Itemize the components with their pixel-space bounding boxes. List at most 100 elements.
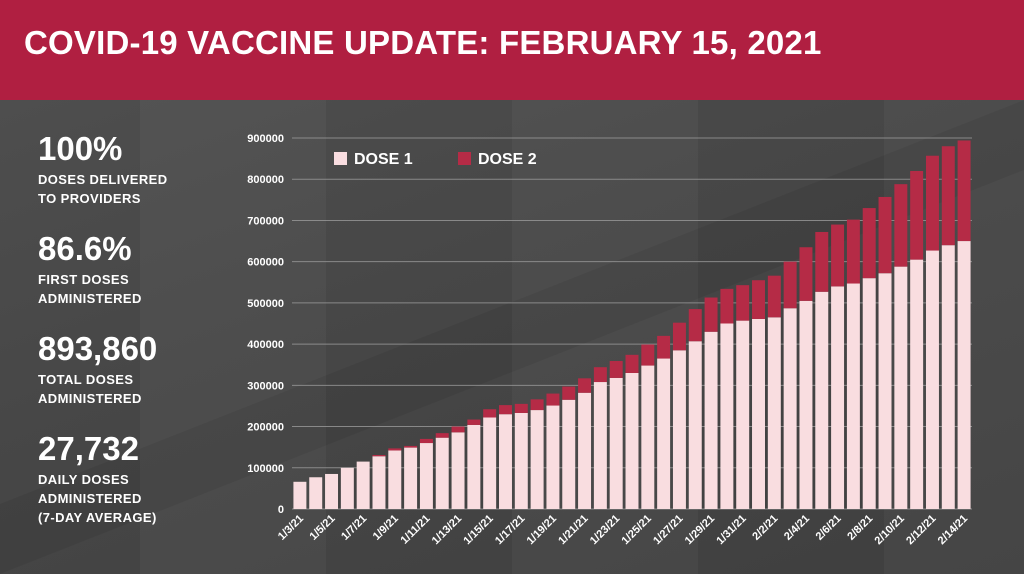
- bar-dose-2: [435, 433, 449, 438]
- legend-swatch-dose-1: [334, 152, 347, 165]
- bar-dose-1: [910, 259, 924, 509]
- x-tick-label: 2/14/21: [936, 513, 970, 547]
- x-tick-label: 1/29/21: [683, 513, 717, 547]
- bar-dose-2: [783, 261, 797, 309]
- bar-dose-1: [467, 424, 481, 509]
- bar-dose-2: [688, 309, 702, 342]
- stat-value: 27,732: [38, 430, 139, 467]
- stat-value: 100%: [38, 130, 123, 167]
- bar-dose-1: [688, 341, 702, 509]
- bar-dose-1: [846, 283, 860, 509]
- page-title: COVID-19 VACCINE UPDATE: FEBRUARY 15, 20…: [24, 24, 822, 61]
- stat-daily-doses: 27,732 DAILY DOSES ADMINISTERED (7-DAY A…: [38, 430, 157, 527]
- bar-dose-2: [625, 354, 639, 373]
- bar-dose-1: [941, 245, 955, 509]
- bar-dose-1: [325, 473, 339, 509]
- bar-dose-2: [941, 146, 955, 246]
- x-tick-label: 1/19/21: [525, 513, 559, 547]
- y-tick-label: 200000: [247, 422, 284, 434]
- bar-dose-1: [309, 477, 323, 509]
- bar-dose-2: [483, 409, 497, 418]
- x-tick-label: 1/7/21: [339, 513, 369, 543]
- bar-dose-2: [910, 170, 924, 260]
- bar-dose-2: [752, 280, 765, 319]
- bar-dose-2: [846, 219, 860, 284]
- bar-dose-2: [451, 426, 465, 433]
- bar-dose-1: [767, 317, 781, 509]
- bar-dose-2: [562, 386, 576, 400]
- stat-label: TOTAL DOSES ADMINISTERED: [38, 372, 142, 406]
- bar-dose-1: [499, 414, 512, 509]
- bar-dose-2: [578, 378, 592, 393]
- y-tick-label: 0: [278, 504, 284, 516]
- stat-value: 86.6%: [38, 230, 132, 267]
- bar-dose-2: [657, 335, 671, 359]
- legend-swatch-dose-2: [458, 152, 471, 165]
- x-tick-label: 2/4/21: [782, 513, 812, 543]
- header-banner: COVID-19 VACCINE UPDATE: FEBRUARY 15, 20…: [0, 0, 1024, 100]
- bar-dose-2: [815, 231, 829, 292]
- bar-dose-2: [593, 367, 607, 383]
- x-tick-label: 1/9/21: [371, 513, 401, 543]
- bar-dose-1: [435, 437, 449, 509]
- bar-dose-1: [957, 241, 971, 510]
- bar-dose-2: [878, 196, 892, 274]
- background-stripes: [0, 100, 1024, 574]
- bar-dose-2: [609, 361, 623, 378]
- bar-dose-2: [957, 140, 971, 242]
- bar-dose-2: [530, 399, 544, 411]
- bar-dose-2: [672, 322, 686, 351]
- bar-dose-1: [783, 308, 797, 509]
- bar-dose-1: [593, 382, 607, 509]
- x-tick-label: 2/8/21: [845, 513, 875, 543]
- x-tick-label: 1/25/21: [619, 513, 653, 547]
- y-tick-label: 900000: [247, 133, 284, 145]
- bar-dose-2: [467, 419, 481, 425]
- bar-dose-1: [609, 377, 623, 509]
- stat-label: FIRST DOSES ADMINISTERED: [38, 272, 142, 306]
- bar-dose-2: [767, 275, 781, 318]
- bar-dose-2: [641, 344, 655, 366]
- bar-dose-2: [499, 405, 512, 415]
- stat-label: DOSES DELIVERED TO PROVIDERS: [38, 172, 168, 206]
- bar-dose-2: [419, 438, 433, 444]
- bar-dose-1: [894, 266, 908, 509]
- y-tick-label: 500000: [247, 298, 284, 310]
- bar-dose-1: [736, 320, 750, 509]
- bar-dose-1: [862, 278, 876, 509]
- bar-dose-1: [451, 432, 465, 509]
- bar-dose-1: [799, 300, 813, 509]
- stat-first-doses: 86.6% FIRST DOSES ADMINISTERED: [38, 230, 142, 308]
- x-tick-label: 1/11/21: [399, 513, 433, 547]
- bar-dose-1: [815, 291, 829, 509]
- x-tick-label: 2/2/21: [750, 513, 780, 543]
- bar-dose-1: [704, 331, 718, 509]
- x-tick-label: 1/23/21: [588, 513, 622, 547]
- bar-dose-2: [514, 403, 528, 413]
- x-tick-label: 1/5/21: [308, 513, 338, 543]
- y-tick-label: 300000: [247, 380, 284, 392]
- x-tick-label: 2/6/21: [814, 513, 844, 543]
- y-tick-label: 400000: [247, 339, 284, 351]
- bar-dose-1: [925, 250, 939, 509]
- x-tick-label: 1/3/21: [276, 513, 306, 543]
- bar-dose-2: [704, 297, 718, 332]
- bar-dose-2: [862, 208, 876, 279]
- bar-dose-2: [831, 224, 845, 287]
- bar-dose-2: [720, 288, 734, 324]
- y-tick-label: 700000: [247, 215, 284, 227]
- bar-dose-1: [404, 447, 418, 509]
- bar-dose-1: [483, 417, 497, 509]
- bar-dose-1: [419, 443, 433, 509]
- x-tick-label: 1/21/21: [556, 513, 590, 547]
- legend-label-dose-2: DOSE 2: [478, 151, 537, 168]
- bar-dose-2: [388, 448, 402, 451]
- stat-label: DAILY DOSES ADMINISTERED (7-DAY AVERAGE): [38, 472, 157, 525]
- bar-dose-1: [372, 456, 386, 509]
- y-tick-label: 600000: [247, 257, 284, 269]
- bar-dose-1: [831, 286, 845, 509]
- bar-dose-1: [641, 365, 655, 509]
- stat-total-doses: 893,860 TOTAL DOSES ADMINISTERED: [38, 330, 157, 408]
- bar-dose-1: [340, 467, 354, 509]
